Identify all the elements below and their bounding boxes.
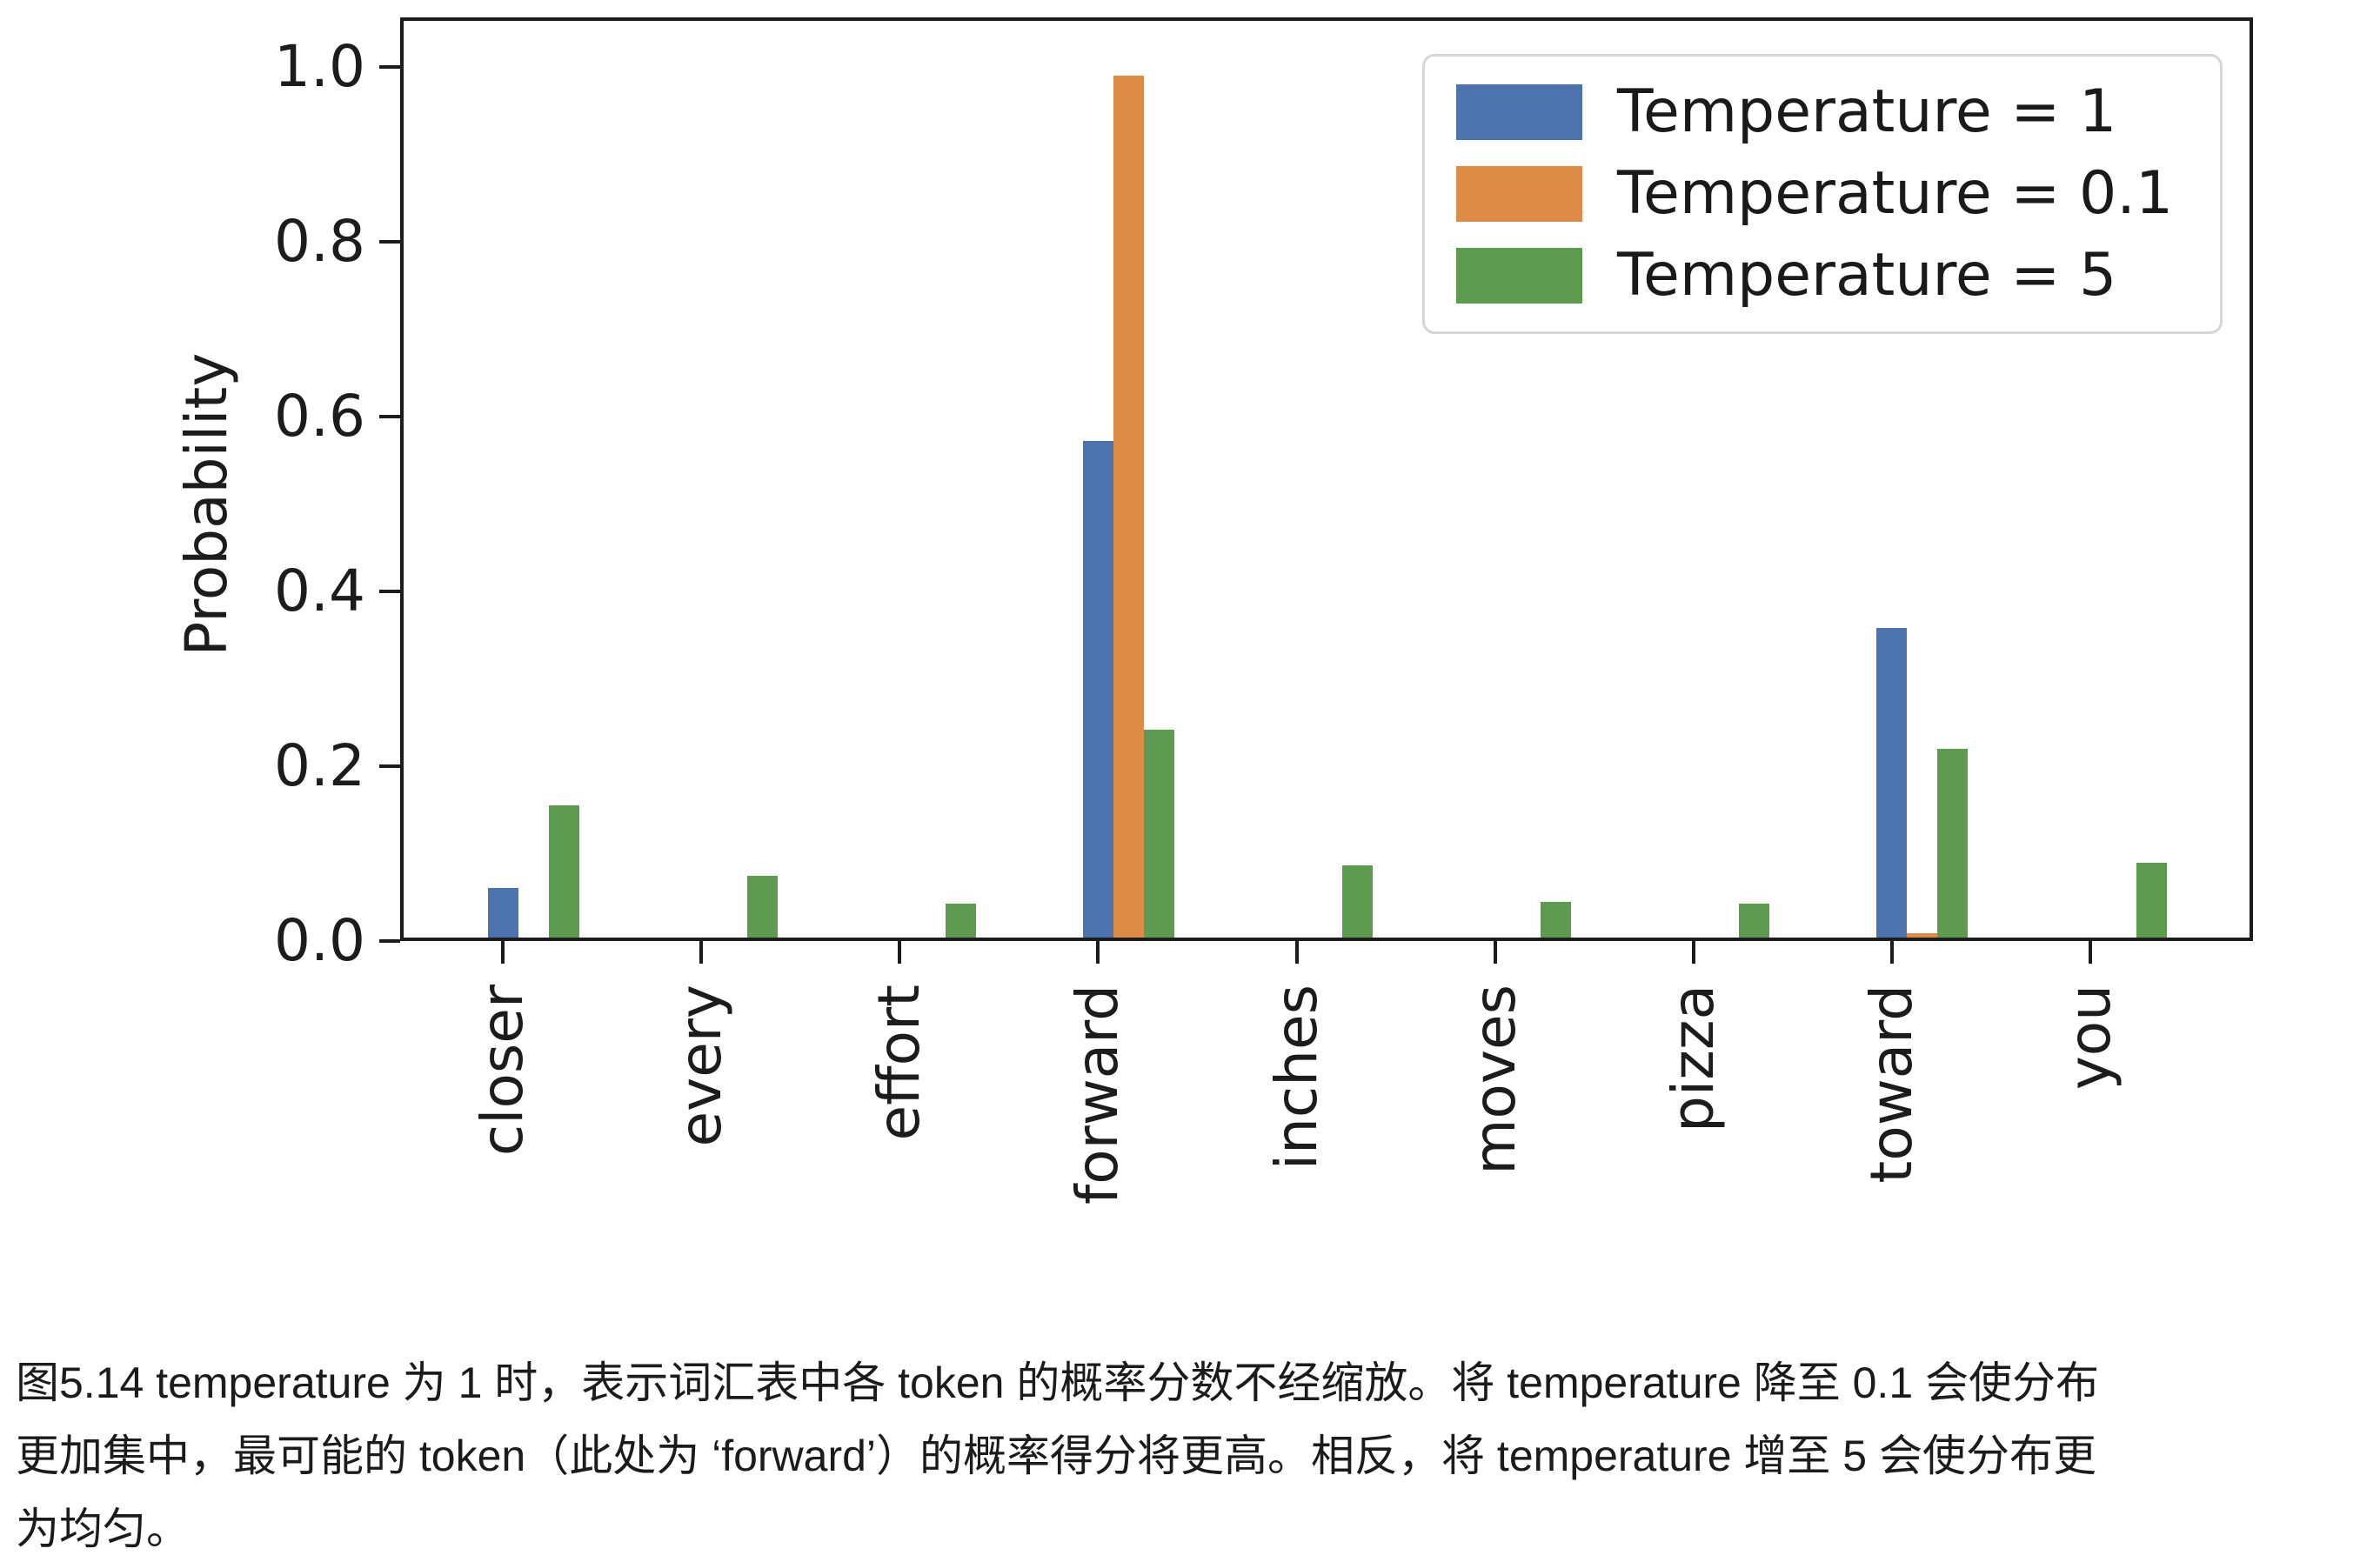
y-tick-label: 1.0: [274, 33, 365, 100]
x-tick: [699, 941, 703, 964]
bar-every-temperature-5: [747, 876, 778, 941]
y-tick-label: 0.0: [274, 907, 365, 974]
y-tick-label: 0.4: [274, 557, 365, 624]
bar-inches-temperature-5: [1342, 865, 1373, 941]
x-tick-label: inches: [1263, 985, 1330, 1171]
x-tick: [898, 941, 901, 964]
bar-forward-temperature-0.1: [1113, 76, 1144, 941]
bar-pizza-temperature-5: [1739, 904, 1769, 941]
y-tick: [379, 764, 400, 768]
bar-inches-temperature-1: [1281, 938, 1312, 941]
legend-swatch: [1456, 248, 1582, 304]
y-tick-label: 0.6: [274, 383, 365, 450]
x-tick-label: closer: [469, 985, 536, 1157]
legend-item-temperature-0.1: Temperature = 0.1: [1456, 161, 2173, 227]
y-tick: [379, 939, 400, 943]
bar-toward-temperature-5: [1937, 749, 1968, 941]
bar-you-temperature-1: [2076, 938, 2106, 941]
bar-toward-temperature-1: [1876, 628, 1907, 941]
x-tick: [501, 941, 505, 964]
bar-forward-temperature-5: [1144, 730, 1174, 941]
x-tick: [1692, 941, 1695, 964]
caption-line: 为均匀。: [16, 1505, 190, 1553]
bar-forward-temperature-1: [1083, 441, 1113, 941]
x-tick: [1494, 941, 1497, 964]
bar-closer-temperature-1: [488, 888, 518, 941]
y-tick: [379, 240, 400, 244]
bar-toward-temperature-0.1: [1907, 933, 1937, 941]
legend: Temperature = 1 Temperature = 0.1 Temperat…: [1422, 54, 2223, 334]
plot-area: [400, 17, 2253, 941]
y-tick: [379, 415, 400, 418]
bar-effort-temperature-5: [946, 904, 976, 941]
y-tick-label: 0.2: [274, 732, 365, 799]
legend-swatch: [1456, 84, 1582, 140]
x-tick: [1096, 941, 1100, 964]
figure-caption: 图5.14 temperature 为 1 时，表示词汇表中各 token 的概…: [16, 1346, 2370, 1562]
x-tick-label: pizza: [1660, 985, 1727, 1132]
x-tick: [1890, 941, 1894, 964]
bar-you-temperature-5: [2136, 863, 2167, 941]
x-tick-label: toward: [1858, 985, 1925, 1184]
x-tick-label: effort: [866, 985, 933, 1141]
legend-item-temperature-5: Temperature = 5: [1456, 243, 2173, 309]
legend-label: Temperature = 0.1: [1617, 159, 2174, 228]
x-tick-label: forward: [1064, 985, 1131, 1205]
bar-closer-temperature-5: [549, 805, 579, 941]
legend-label: Temperature = 1: [1617, 77, 2117, 146]
legend-item-temperature-1: Temperature = 1: [1456, 79, 2173, 145]
x-tick: [2089, 941, 2092, 964]
y-tick-label: 0.8: [274, 208, 365, 275]
x-tick: [1295, 941, 1299, 964]
caption-line: 图5.14 temperature 为 1 时，表示词汇表中各 token 的概…: [16, 1358, 2100, 1407]
y-tick: [379, 65, 400, 69]
legend-label: Temperature = 5: [1617, 241, 2117, 310]
x-tick-label: every: [667, 985, 734, 1147]
y-tick: [379, 590, 400, 593]
legend-swatch: [1456, 166, 1582, 222]
x-tick-label: moves: [1461, 985, 1528, 1175]
x-tick-label: you: [2056, 985, 2123, 1091]
caption-line: 更加集中，最可能的 token（此处为 ‘forward’）的概率得分将更高。相…: [16, 1432, 2096, 1480]
bar-moves-temperature-5: [1541, 902, 1571, 941]
